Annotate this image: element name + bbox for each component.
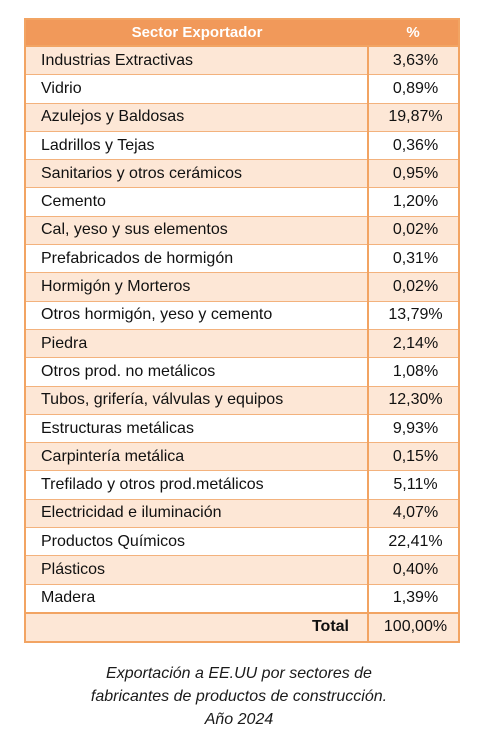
table-row: Azulejos y Baldosas 19,87% xyxy=(26,102,458,132)
caption-line-2: fabricantes de productos de construcción… xyxy=(90,688,388,705)
sector-cell: Cal, yeso y sus elementos xyxy=(26,215,369,245)
percent-cell: 1,08% xyxy=(368,357,458,387)
table-body: Industrias Extractivas 3,63% Vidrio 0,89% Az… xyxy=(26,45,458,641)
table-row: Vidrio 0,89% xyxy=(26,74,458,104)
percent-cell: 0,95% xyxy=(368,159,458,188)
sector-cell: Cemento xyxy=(26,187,369,217)
percent-cell: 4,07% xyxy=(368,498,458,528)
sector-cell: Plásticos xyxy=(26,555,369,585)
percent-cell: 0,89% xyxy=(368,74,458,104)
header-sector: Sector Exportador xyxy=(26,20,368,47)
table-row: Prefabricados de hormigón 0,31% xyxy=(26,244,458,273)
sector-cell: Estructuras metálicas xyxy=(26,413,369,443)
sector-cell: Ladrillos y Tejas xyxy=(26,130,369,160)
caption-line-1: Exportación a EE.UU por sectores de xyxy=(106,665,372,682)
sector-cell: Trefilado y otros prod.metálicos xyxy=(26,470,369,500)
sector-cell: Piedra xyxy=(26,328,369,358)
table-row: Electricidad e iluminación 4,07% xyxy=(26,498,458,528)
sector-cell: Prefabricados de hormigón xyxy=(26,244,369,273)
percent-cell: 12,30% xyxy=(368,385,458,415)
total-percent: 100,00% xyxy=(368,611,458,641)
percent-cell: 13,79% xyxy=(368,300,458,330)
table-row: Ladrillos y Tejas 0,36% xyxy=(26,130,458,160)
table-row: Carpintería metálica 0,15% xyxy=(26,442,458,471)
percent-cell: 0,15% xyxy=(368,442,458,471)
header-percent: % xyxy=(368,20,458,47)
table-row: Otros prod. no metálicos 1,08% xyxy=(26,357,458,387)
sector-cell: Industrias Extractivas xyxy=(26,45,369,75)
table-row: Estructuras metálicas 9,93% xyxy=(26,413,458,443)
caption-line-3: Año 2024 xyxy=(204,711,274,728)
table-caption: Exportación a EE.UU por sectores de fabr… xyxy=(0,662,478,731)
percent-cell: 5,11% xyxy=(368,470,458,500)
table-row: Plásticos 0,40% xyxy=(26,555,458,585)
percent-cell: 0,40% xyxy=(368,555,458,585)
sector-cell: Hormigón y Morteros xyxy=(26,272,369,302)
table-header-row: Sector Exportador % xyxy=(26,20,458,47)
table-row: Otros hormigón, yeso y cemento 13,79% xyxy=(26,300,458,330)
percent-cell: 19,87% xyxy=(368,102,458,132)
export-table-grid: Sector Exportador % Industrias Extractiv… xyxy=(26,20,458,641)
sector-cell: Azulejos y Baldosas xyxy=(26,102,369,132)
percent-cell: 0,02% xyxy=(368,272,458,302)
percent-cell: 0,31% xyxy=(368,244,458,273)
table-row: Cal, yeso y sus elementos 0,02% xyxy=(26,215,458,245)
total-row: Total 100,00% xyxy=(26,611,458,641)
percent-cell: 2,14% xyxy=(368,328,458,358)
sector-cell: Productos Químicos xyxy=(26,527,369,556)
sector-cell: Madera xyxy=(26,583,369,613)
table-row: Cemento 1,20% xyxy=(26,187,458,217)
percent-cell: 1,39% xyxy=(368,583,458,613)
sector-cell: Otros prod. no metálicos xyxy=(26,357,369,387)
sector-cell: Vidrio xyxy=(26,74,369,104)
percent-cell: 22,41% xyxy=(368,527,458,556)
sector-cell: Tubos, grifería, válvulas y equipos xyxy=(26,385,369,415)
table-row: Trefilado y otros prod.metálicos 5,11% xyxy=(26,470,458,500)
percent-cell: 0,02% xyxy=(368,215,458,245)
percent-cell: 3,63% xyxy=(368,45,458,75)
sector-cell: Sanitarios y otros cerámicos xyxy=(26,159,369,188)
percent-cell: 1,20% xyxy=(368,187,458,217)
percent-cell: 0,36% xyxy=(368,130,458,160)
sector-cell: Otros hormigón, yeso y cemento xyxy=(26,300,369,330)
table-row: Sanitarios y otros cerámicos 0,95% xyxy=(26,159,458,188)
table-row: Industrias Extractivas 3,63% xyxy=(26,45,458,75)
table-row: Piedra 2,14% xyxy=(26,328,458,358)
sector-cell: Carpintería metálica xyxy=(26,442,369,471)
table-row: Productos Químicos 22,41% xyxy=(26,527,458,556)
table-row: Tubos, grifería, válvulas y equipos 12,30… xyxy=(26,385,458,415)
total-label: Total xyxy=(26,611,369,641)
table-row: Hormigón y Morteros 0,02% xyxy=(26,272,458,302)
table-row: Madera 1,39% xyxy=(26,583,458,613)
sector-cell: Electricidad e iluminación xyxy=(26,498,369,528)
percent-cell: 9,93% xyxy=(368,413,458,443)
export-table: Sector Exportador % Industrias Extractiv… xyxy=(24,18,460,643)
